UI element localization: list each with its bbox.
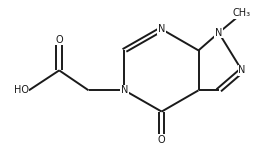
Text: N: N — [238, 65, 246, 75]
Text: O: O — [158, 135, 165, 145]
Text: O: O — [55, 35, 63, 45]
Text: N: N — [215, 28, 222, 38]
Text: HO: HO — [14, 85, 29, 95]
Text: CH₃: CH₃ — [233, 8, 251, 18]
Text: N: N — [121, 85, 128, 95]
Text: N: N — [158, 24, 165, 34]
